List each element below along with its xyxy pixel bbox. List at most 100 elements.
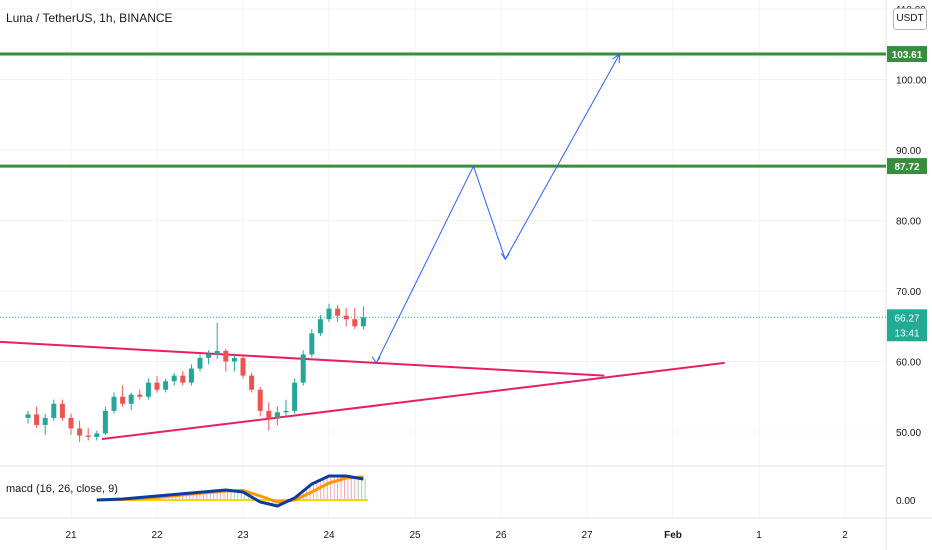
macd-histogram-bar (361, 478, 363, 500)
candle-body (34, 414, 40, 425)
candle-body (120, 396, 126, 404)
level-price-box (887, 158, 927, 175)
candle-body (266, 410, 272, 418)
candle-body (249, 375, 255, 390)
candle-body (231, 357, 237, 362)
level-price-label: 87.72 (894, 162, 919, 173)
candle-body (68, 417, 74, 429)
time-tick-label: 25 (409, 530, 421, 541)
currency-unit-button[interactable]: USDT (893, 8, 927, 30)
price-tick-label: 60.00 (896, 358, 921, 369)
price-tick-label: 80.00 (896, 217, 921, 228)
macd-histogram-bar (182, 493, 184, 500)
macd-indicator-label: macd (16, 26, close, 9) (6, 483, 118, 495)
candle-body (352, 319, 358, 327)
macd-histogram-bar (192, 492, 194, 500)
projection-turn-mark (500, 252, 510, 261)
candle-body (154, 382, 160, 390)
candle-body (188, 368, 194, 383)
time-tick-label: 21 (65, 530, 77, 541)
macd-histogram-bar (209, 491, 211, 500)
macd-histogram-bar (216, 490, 218, 500)
candle-body (283, 410, 289, 413)
macd-histogram-bar (264, 500, 266, 504)
candle-body (300, 354, 306, 383)
candle-body (25, 414, 31, 418)
macd-histogram-bar (237, 491, 239, 500)
macd-histogram-bar (196, 492, 198, 500)
candle-body (214, 350, 220, 355)
candle-body (137, 394, 143, 397)
price-tick-label: 50.00 (896, 428, 921, 439)
macd-histogram-bar (323, 478, 325, 500)
macd-histogram-bar (330, 476, 332, 500)
projection-path (375, 53, 621, 364)
candle-body (343, 315, 349, 320)
macd-histogram-bar (199, 492, 201, 500)
candle-body (51, 403, 57, 418)
level-price-box (887, 46, 927, 63)
candle-body (206, 354, 212, 358)
axes: 50.0060.0070.0080.0090.00100.00110.000.0… (65, 5, 927, 541)
macd-histogram-bar (213, 491, 215, 500)
macd-histogram-bar (354, 477, 356, 500)
macd-histogram-bar (326, 476, 328, 500)
macd-histogram-bar (357, 478, 359, 500)
macd-histogram-bar (206, 491, 208, 500)
last-price-label: 66.27 (894, 313, 919, 324)
macd-histogram-bar (220, 490, 222, 500)
macd-histogram-bar (333, 476, 335, 500)
macd-histogram-bar (244, 493, 246, 500)
candle-body (335, 308, 341, 316)
price-tick-label: 70.00 (896, 287, 921, 298)
candle-body (309, 333, 315, 355)
macd-histogram-bar (340, 476, 342, 500)
candle-body (180, 375, 186, 383)
candle-body (223, 350, 229, 362)
candle-body (274, 412, 280, 418)
macd-histogram-bar (271, 500, 273, 505)
macd-histogram-bar (189, 493, 191, 500)
candle-body (145, 382, 151, 397)
macd-histogram-bar (247, 495, 249, 500)
macd-histogram-bar (202, 491, 204, 500)
macd-histogram-bar (364, 479, 366, 500)
price-tick-label: 100.00 (896, 76, 927, 87)
projection-turn-mark (371, 356, 381, 364)
time-tick-label: 26 (495, 530, 507, 541)
candle-body (171, 375, 177, 382)
candle-body (360, 317, 366, 327)
lower-trendline (101, 361, 725, 441)
candle-body (85, 435, 91, 437)
macd-histogram-bar (347, 476, 349, 500)
price-tick-label: 90.00 (896, 146, 921, 157)
time-tick-label: 27 (581, 530, 593, 541)
chart-title: Luna / TetherUS, 1h, BINANCE (6, 11, 173, 25)
price-plot (0, 52, 886, 442)
macd-histogram-bar (233, 491, 235, 500)
candle-body (326, 308, 332, 320)
level-price-label: 103.61 (892, 50, 923, 61)
candle-body (59, 403, 65, 418)
candle-body (128, 394, 134, 404)
macd-histogram-bar (223, 490, 225, 500)
candle-body (111, 396, 117, 411)
time-tick-label: 22 (151, 530, 163, 541)
countdown-label: 13:41 (894, 328, 919, 339)
macd-histogram-bar (319, 480, 321, 500)
last-price-box (887, 309, 927, 342)
macd-histogram-bar (175, 494, 177, 500)
upper-trendline (0, 340, 605, 377)
macd-histogram-bar (185, 493, 187, 500)
time-tick-label: 1 (756, 530, 762, 541)
candle-body (257, 389, 263, 411)
candle-body (77, 428, 83, 436)
macd-histogram-bar (178, 494, 180, 500)
time-tick-label: 2 (842, 530, 848, 541)
macd-histogram-bar (240, 491, 242, 500)
macd-histogram-bar (350, 476, 352, 500)
candle-body (42, 417, 48, 425)
macd-histogram-bar (227, 490, 229, 500)
